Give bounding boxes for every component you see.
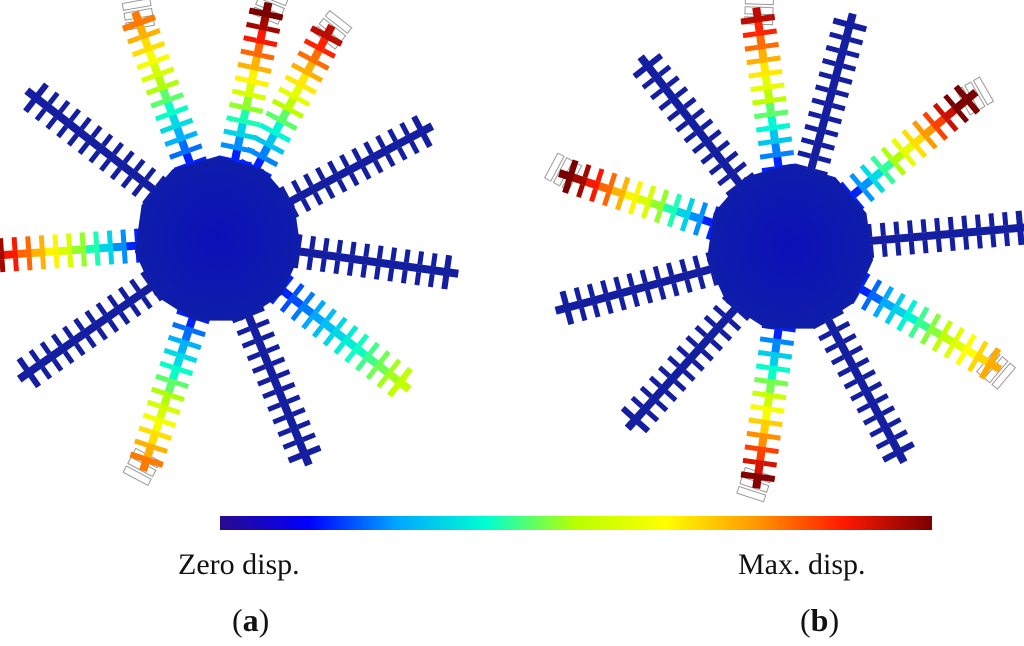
panel-b-mode-shape (543, 0, 1024, 503)
panel-a-arm-2 (278, 115, 435, 219)
panel-b-arm-10 (632, 53, 756, 198)
colorbar-min-label: Zero disp. (178, 548, 300, 581)
panel-a-arm-1 (239, 9, 353, 180)
panel-a-arm-6 (122, 308, 211, 487)
panel-a-arm-7 (16, 270, 164, 389)
panel-a-arm-10 (121, 0, 208, 173)
panel-b-arm-6 (736, 322, 796, 503)
panel-a-arm-8 (0, 228, 142, 273)
panel-b-arm-8 (554, 251, 720, 325)
panel-a-arm-11 (217, 0, 289, 168)
panel-a-label: (a) (232, 602, 270, 638)
panel-a-arm-9 (23, 82, 168, 206)
colorbar-max-label: Max. disp. (738, 548, 866, 581)
panel-b-arm-1 (793, 12, 867, 178)
panel-b-arm-11 (740, 0, 796, 174)
panel-b-arm-5 (811, 308, 915, 465)
panel-b-arm-7 (620, 294, 751, 434)
panel-a-arm-3 (292, 234, 459, 290)
panel-b-arm-9 (543, 152, 722, 241)
panel-b-hub (706, 164, 874, 329)
colorbar (220, 516, 932, 530)
panel-a-hub (134, 156, 302, 321)
panel-a-arm-5 (231, 305, 322, 467)
panel-a-mode-shape (0, 0, 459, 487)
panel-b-arm-2 (838, 76, 995, 211)
panel-b-arm-3 (866, 210, 1024, 259)
panel-b-label: (b) (800, 602, 840, 638)
